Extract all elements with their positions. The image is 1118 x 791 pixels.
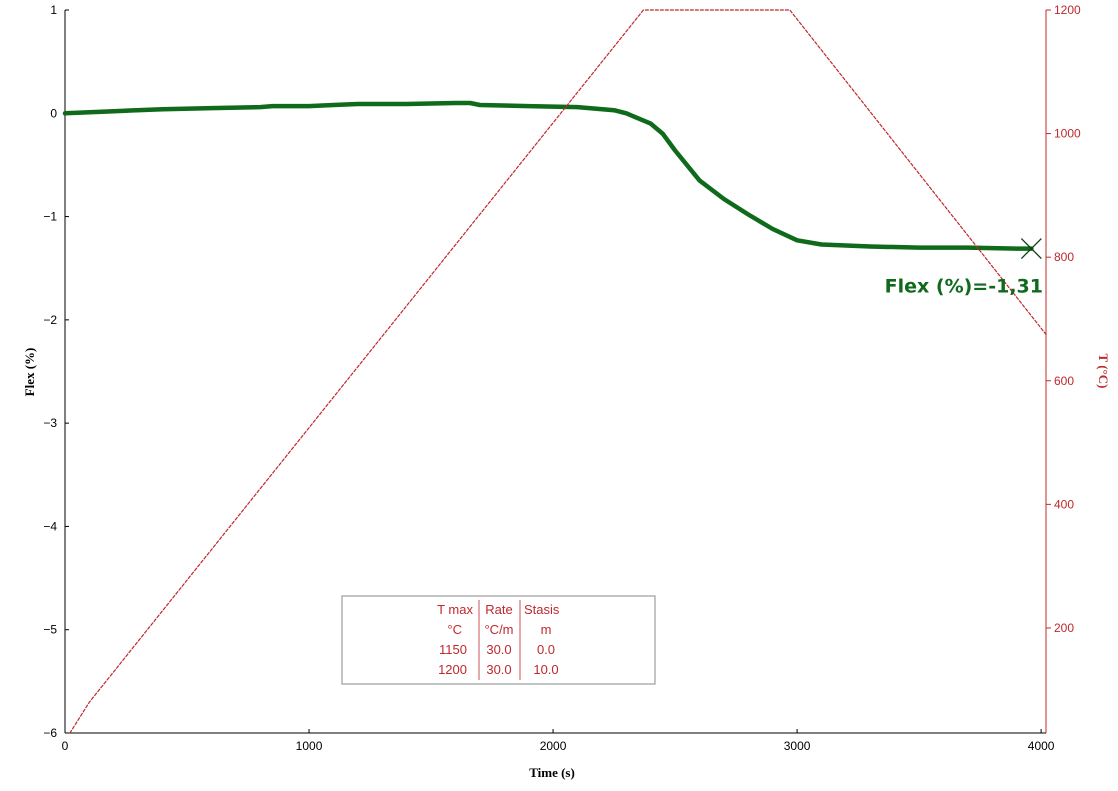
table-unit-tmax: °C — [447, 622, 462, 637]
flex-readout-label: Flex (%)=-1,31 — [885, 276, 1043, 298]
y-tick-label: −4 — [43, 519, 57, 533]
table-cell: 10.0 — [533, 662, 558, 677]
y-axis-title: Flex (%) — [22, 348, 37, 397]
y-tick-label: 0 — [50, 106, 57, 120]
table-cell: 1150 — [439, 642, 467, 657]
y2-tick-label: 1200 — [1054, 3, 1081, 17]
x-tick-label: 4000 — [1028, 739, 1055, 753]
y-tick-label: −6 — [43, 726, 57, 740]
table-cell: 30.0 — [486, 642, 511, 657]
table-cell: 1200 — [438, 662, 467, 677]
y-tick-label: −5 — [43, 623, 57, 637]
table-header-tmax: T max — [437, 602, 473, 617]
table-cell: 30.0 — [486, 662, 511, 677]
series-layer — [62, 9, 1047, 734]
table-unit-rate: °C/m — [484, 622, 513, 637]
x-tick-label: 0 — [62, 739, 69, 753]
table-header-rate: Rate — [485, 602, 512, 617]
y2-axis-title: T (°C) — [1096, 354, 1111, 389]
y-tick-label: −1 — [43, 210, 57, 224]
flex-series-line — [62, 100, 1034, 251]
x-tick-label: 3000 — [784, 739, 811, 753]
annotation-layer: Flex (%)=-1,31 — [885, 238, 1043, 298]
table-header-stasis: Stasis — [524, 602, 560, 617]
y2-tick-label: 800 — [1054, 250, 1074, 264]
y2-tick-label: 200 — [1054, 621, 1074, 635]
y2-tick-label: 1000 — [1054, 127, 1081, 141]
temperature-series-line — [69, 9, 1047, 734]
settings-table-border — [341, 595, 656, 685]
table-unit-stasis: m — [541, 622, 552, 637]
x-axis-title: Time (s) — [529, 765, 575, 780]
cursor-x-icon — [1020, 238, 1042, 260]
axes: 1 0 −1 −2 −3 −4 −5 −6 0 1000 2000 3000 4000 1200 1000 8… — [43, 3, 1081, 753]
y-tick-label: −2 — [43, 313, 57, 327]
x-tick-label: 2000 — [540, 739, 567, 753]
table-cell: 0.0 — [537, 642, 555, 657]
x-tick-label: 1000 — [296, 739, 323, 753]
y2-tick-label: 600 — [1054, 374, 1074, 388]
y-tick-label: −3 — [43, 416, 57, 430]
y-tick-label: 1 — [50, 3, 57, 17]
y2-tick-label: 400 — [1054, 497, 1074, 511]
settings-table: T max Rate Stasis °C °C/m m 1150 30.0 0.… — [341, 595, 656, 685]
